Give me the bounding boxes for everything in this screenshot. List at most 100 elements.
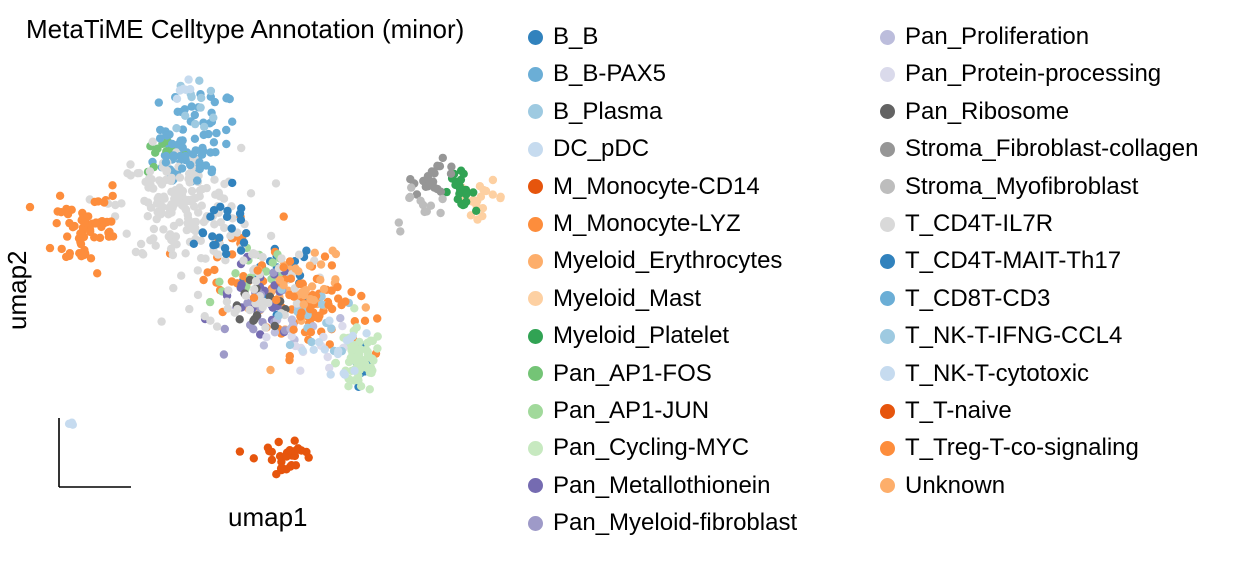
scatter-point bbox=[79, 250, 89, 260]
scatter-point bbox=[291, 461, 301, 470]
scatter-point bbox=[270, 328, 280, 337]
scatter-point bbox=[193, 290, 203, 300]
scatter-point bbox=[190, 134, 200, 143]
legend-label: T_NK-T-IFNG-CCL4 bbox=[905, 322, 1123, 350]
scatter-point bbox=[188, 195, 197, 204]
legend-marker bbox=[880, 104, 895, 120]
scatter-point bbox=[294, 267, 303, 276]
scatter-point bbox=[189, 239, 198, 248]
scatter-point bbox=[210, 175, 219, 184]
scatter-point bbox=[282, 452, 291, 461]
scatter-point bbox=[205, 297, 215, 307]
scatter-point bbox=[209, 138, 219, 147]
scatter-point bbox=[209, 206, 219, 215]
legend-label: Myeloid_Erythrocytes bbox=[553, 247, 783, 275]
scatter-point bbox=[331, 359, 340, 368]
scatter-point bbox=[336, 314, 345, 323]
legend-item: T_T-naive bbox=[880, 396, 1012, 426]
scatter-point bbox=[184, 75, 193, 84]
scatter-point bbox=[220, 179, 229, 189]
scatter-point bbox=[198, 228, 207, 237]
scatter-point bbox=[436, 208, 445, 218]
scatter-point bbox=[108, 181, 117, 190]
scatter-point bbox=[157, 317, 166, 326]
scatter-point bbox=[496, 192, 505, 201]
scatter-point bbox=[104, 232, 114, 241]
scatter-point bbox=[310, 248, 319, 257]
scatter-point bbox=[331, 275, 340, 284]
scatter-point bbox=[224, 286, 233, 295]
scatter-point bbox=[154, 98, 163, 107]
scatter-point bbox=[67, 418, 77, 427]
scatter-point bbox=[178, 125, 188, 134]
legend-label: Pan_Protein-processing bbox=[905, 60, 1162, 88]
scatter-point bbox=[25, 202, 35, 212]
scatter-point bbox=[249, 293, 259, 302]
scatter-point bbox=[326, 370, 335, 379]
scatter-point bbox=[305, 261, 315, 270]
scatter-point bbox=[446, 169, 456, 178]
legend-item: Pan_AP1-JUN bbox=[528, 396, 709, 426]
scatter-point bbox=[478, 204, 488, 213]
scatter-point bbox=[186, 160, 195, 170]
scatter-point bbox=[230, 308, 239, 317]
scatter-point bbox=[185, 304, 194, 314]
scatter-point bbox=[307, 337, 316, 347]
scatter-point bbox=[239, 256, 248, 265]
scatter-point bbox=[424, 176, 434, 185]
scatter-point bbox=[361, 303, 370, 312]
scatter-point bbox=[259, 341, 269, 350]
legend-label: B_B-PAX5 bbox=[553, 60, 666, 88]
legend-marker bbox=[528, 66, 543, 82]
legend-item: M_Monocyte-LYZ bbox=[528, 209, 741, 239]
scatter-point bbox=[86, 254, 96, 263]
scatter-point bbox=[249, 454, 258, 463]
scatter-point bbox=[271, 179, 281, 188]
scatter-point bbox=[299, 300, 308, 309]
legend-marker bbox=[880, 253, 895, 269]
scatter-point bbox=[181, 249, 190, 258]
scatter-point bbox=[159, 225, 168, 234]
scatter-point bbox=[287, 315, 297, 324]
legend-item: Myeloid_Erythrocytes bbox=[528, 246, 782, 276]
scatter-point bbox=[289, 325, 298, 334]
scatter-point bbox=[93, 269, 102, 278]
scatter-point bbox=[181, 85, 191, 95]
scatter-point bbox=[196, 254, 206, 263]
scatter-point bbox=[80, 218, 89, 227]
scatter-point bbox=[146, 236, 155, 245]
legend-label: DC_pDC bbox=[553, 135, 650, 163]
scatter-point bbox=[53, 207, 62, 216]
legend-item: Pan_Protein-processing bbox=[880, 59, 1161, 89]
scatter-point bbox=[172, 124, 181, 133]
scatter-point bbox=[177, 164, 187, 173]
scatter-point bbox=[198, 185, 207, 194]
legend-item: Pan_AP1-FOS bbox=[528, 359, 712, 389]
scatter-point bbox=[126, 160, 135, 169]
scatter-point bbox=[327, 324, 336, 333]
scatter-point bbox=[307, 282, 317, 291]
scatter-point bbox=[162, 167, 171, 176]
scatter-point bbox=[167, 208, 176, 217]
legend-marker bbox=[880, 366, 895, 382]
scatter-point bbox=[325, 316, 334, 325]
legend-marker bbox=[528, 216, 543, 232]
scatter-point bbox=[213, 250, 223, 259]
legend-label: Myeloid_Platelet bbox=[553, 322, 730, 350]
scatter-point bbox=[216, 202, 225, 211]
scatter-point bbox=[209, 113, 218, 122]
scatter-point bbox=[239, 238, 249, 247]
legend-marker bbox=[528, 515, 543, 531]
legend-marker bbox=[880, 29, 895, 45]
scatter-point bbox=[270, 321, 279, 331]
scatter-point bbox=[347, 287, 356, 297]
scatter-point bbox=[348, 331, 357, 341]
scatter-point bbox=[285, 446, 294, 455]
scatter-point bbox=[210, 220, 219, 229]
scatter-point bbox=[168, 139, 177, 149]
scatter-point bbox=[250, 285, 259, 294]
scatter-point bbox=[320, 252, 330, 261]
scatter-point bbox=[145, 167, 155, 176]
scatter-point bbox=[360, 316, 370, 325]
scatter-point bbox=[68, 223, 78, 232]
